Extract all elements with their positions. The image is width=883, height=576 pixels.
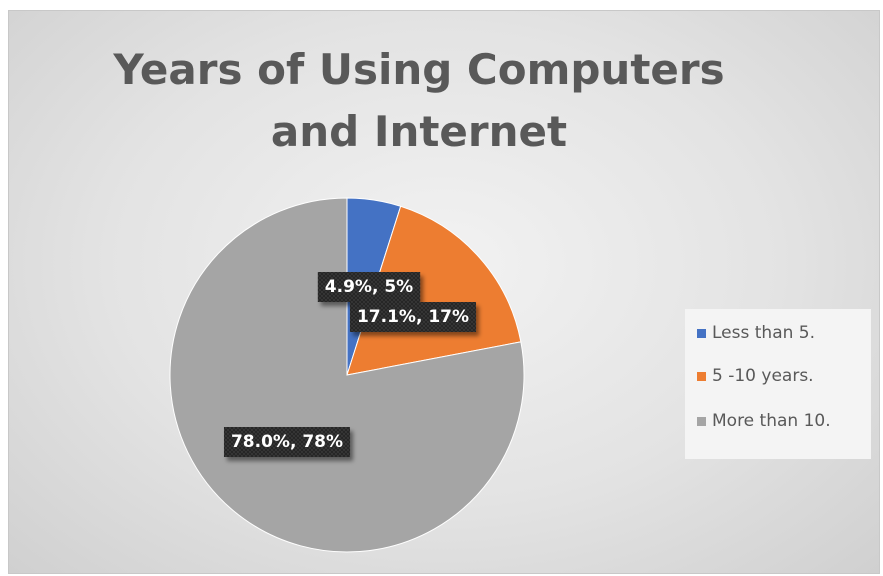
legend-swatch	[697, 371, 706, 381]
legend-item: 5 -10 years.	[697, 366, 814, 386]
data-label: 17.1%, 17%	[349, 302, 477, 332]
data-label: 4.9%, 5%	[317, 272, 421, 302]
data-label: 78.0%, 78%	[223, 427, 351, 457]
pie-slice	[346, 205, 522, 376]
svg-text:78.0%, 78%: 78.0%, 78%	[231, 432, 343, 452]
svg-text:17.1%, 17%: 17.1%, 17%	[357, 307, 469, 327]
legend-item: Less than 5.	[697, 323, 815, 343]
pie-slice	[169, 197, 525, 553]
legend: Less than 5. 5 -10 years. More than 10.	[685, 309, 871, 459]
svg-text:4.9%, 5%: 4.9%, 5%	[325, 277, 413, 297]
legend-item: More than 10.	[697, 411, 831, 431]
legend-label: Less than 5.	[712, 323, 816, 343]
chart-area: Years of Using Computers and Internet 4.…	[8, 10, 880, 574]
legend-swatch	[697, 416, 706, 426]
legend-label: 5 -10 years.	[712, 366, 814, 386]
legend-label: More than 10.	[712, 411, 831, 431]
pie-chart: 4.9%, 5% 17.1%, 17% 78.0%, 78%	[169, 197, 525, 553]
chart-title: Years of Using Computers and Internet	[113, 45, 725, 156]
legend-swatch	[697, 328, 706, 338]
